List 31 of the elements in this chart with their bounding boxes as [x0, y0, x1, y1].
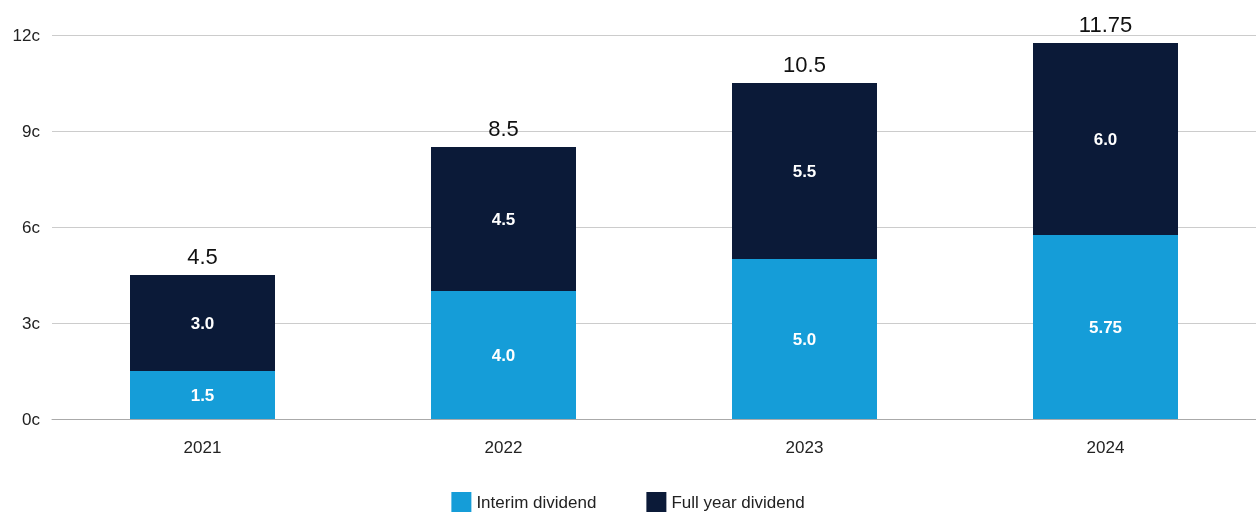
x-tick-label: 2024	[1086, 438, 1125, 457]
bar	[431, 291, 576, 419]
data-label: 5.75	[1088, 317, 1123, 337]
bar	[1033, 235, 1178, 419]
bar	[130, 275, 275, 371]
y-tick-label: 9c	[22, 121, 41, 141]
total-label: 8.5	[488, 115, 519, 141]
y-tick-label: 0c	[22, 409, 41, 429]
bar	[732, 83, 877, 259]
data-label: 3.0	[190, 313, 215, 333]
legend-label: Full year dividend	[671, 492, 805, 512]
data-label: 5.5	[792, 161, 817, 181]
total-label: 11.75	[1078, 11, 1133, 37]
bar	[1033, 43, 1178, 235]
bar	[732, 259, 877, 419]
x-tick-label: 2022	[484, 438, 523, 457]
bar	[431, 147, 576, 291]
data-label: 1.5	[190, 385, 215, 405]
x-tick-label: 2023	[785, 438, 824, 457]
bar	[130, 371, 275, 419]
total-label: 4.5	[187, 243, 218, 269]
data-label: 5.0	[792, 329, 817, 349]
y-tick-label: 12c	[12, 25, 41, 45]
legend-label: Interim dividend	[476, 492, 597, 512]
data-label: 4.5	[491, 209, 516, 229]
total-label: 10.5	[783, 51, 826, 77]
y-tick-label: 6c	[22, 217, 41, 237]
x-tick-label: 2021	[183, 438, 222, 457]
y-tick-label: 3c	[22, 313, 41, 333]
data-label: 6.0	[1093, 129, 1118, 149]
data-label: 4.0	[491, 345, 516, 365]
